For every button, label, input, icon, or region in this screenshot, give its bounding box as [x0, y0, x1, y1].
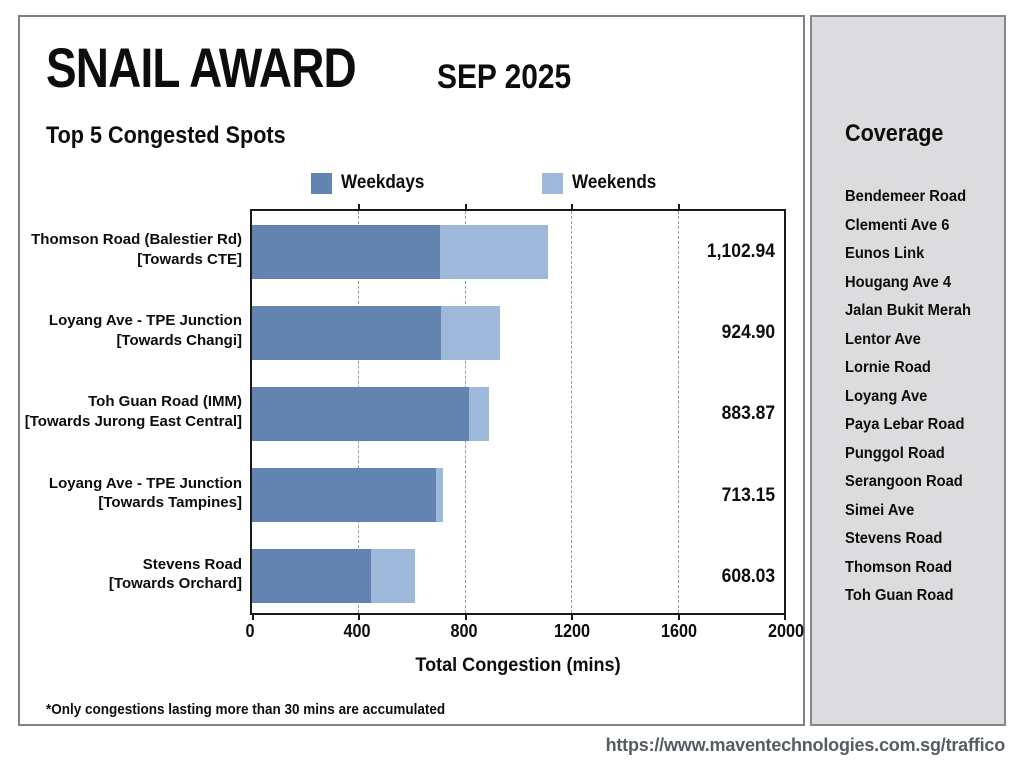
weekdays-bar-segment	[252, 468, 436, 523]
coverage-item: Clementi Ave 6	[845, 216, 950, 234]
bar-row: 924.90	[252, 292, 784, 373]
tick-mark	[677, 615, 680, 620]
coverage-item: Thomson Road	[845, 558, 953, 576]
stacked-bar	[252, 224, 548, 279]
tick-mark	[784, 615, 786, 620]
coverage-item: Simei Ave	[845, 501, 915, 519]
stacked-bar	[252, 549, 415, 604]
stacked-bar	[252, 386, 489, 441]
legend-item: Weekends	[542, 172, 666, 194]
bar-row: 883.87	[252, 373, 784, 454]
stacked-bar	[252, 468, 444, 523]
y-axis-label: Stevens Road [Towards Orchard]	[12, 534, 242, 615]
tick-label: 0	[245, 621, 255, 641]
coverage-item: Hougang Ave 4	[845, 273, 952, 291]
weekends-swatch	[542, 172, 563, 194]
y-axis-label-line: [Towards Orchard]	[108, 575, 242, 593]
tick-mark	[358, 204, 361, 209]
weekdays-swatch	[311, 172, 332, 194]
weekends-bar-segment	[370, 549, 415, 604]
coverage-item: Stevens Road	[845, 530, 943, 547]
weekdays-bar-segment	[252, 386, 469, 441]
x-axis-ticks: 0 400 800 1200 1600 2000	[245, 621, 804, 643]
legend-label: Weekdays	[341, 172, 425, 193]
legend-label: Weekends	[572, 172, 657, 193]
weekdays-bar-segment	[252, 549, 371, 604]
weekends-bar-segment	[468, 386, 489, 441]
y-axis-label-line: Toh Guan Road (IMM)	[88, 393, 242, 411]
chart-card: SNAIL AWARD SEP 2025 Top 5 Congested Spo…	[18, 15, 805, 726]
bar-value-label: 883.87	[721, 403, 775, 425]
y-axis-label: Loyang Ave - TPE Junction [Towards Changi…	[12, 290, 242, 371]
source-url: https://www.maventechnologies.com.sg/tra…	[605, 735, 1006, 755]
y-axis-label-line: Stevens Road	[142, 555, 242, 573]
tick-label: 1600	[660, 621, 697, 641]
bar-value-label: 713.15	[721, 484, 775, 506]
y-axis-label-line: Loyang Ave - TPE Junction	[48, 474, 242, 492]
tick-mark	[358, 615, 361, 620]
coverage-list: Bendemeer Road Clementi Ave 6 Eunos Link Ho…	[845, 183, 998, 611]
bar-value-label: 608.03	[721, 565, 775, 587]
gridline	[677, 211, 679, 613]
coverage-item: Paya Lebar Road	[845, 416, 965, 433]
tick-label: 800	[450, 621, 478, 641]
coverage-item: Toh Guan Road	[845, 587, 954, 604]
x-axis-title: Total Congestion (mins)	[415, 655, 621, 676]
tick-mark	[571, 615, 574, 620]
tick-mark	[677, 204, 680, 209]
weekends-bar-segment	[435, 468, 444, 523]
weekends-bar-segment	[441, 305, 500, 360]
weekdays-bar-segment	[252, 224, 441, 279]
y-axis-label-line: [Towards Tampines]	[98, 494, 242, 512]
coverage-item: Eunos Link	[845, 245, 925, 262]
y-axis-label: Thomson Road (Balestier Rd) [Towards CTE]	[12, 209, 242, 290]
y-axis-label-line: Loyang Ave - TPE Junction	[48, 312, 242, 330]
stacked-bar	[252, 305, 500, 360]
coverage-panel: Coverage Bendemeer Road Clementi Ave 6 Eun…	[810, 15, 1006, 726]
page-title: SNAIL AWARD	[46, 36, 357, 99]
tick-label: 400	[343, 621, 371, 641]
coverage-item: Loyang Ave	[845, 387, 928, 405]
report-period: SEP 2025	[437, 58, 572, 96]
footnote: *Only congestions lasting more than 30 m…	[46, 701, 446, 718]
weekends-bar-segment	[440, 224, 548, 279]
y-axis-label-line: [Towards Jurong East Central]	[24, 412, 242, 430]
y-axis-label-line: [Towards Changi]	[116, 331, 242, 349]
coverage-title: Coverage	[845, 120, 944, 147]
y-axis-label-line: [Towards CTE]	[137, 250, 242, 268]
y-axis-label: Loyang Ave - TPE Junction [Towards Tampin…	[12, 453, 242, 534]
coverage-item: Punggol Road	[845, 444, 945, 462]
y-axis-label: Toh Guan Road (IMM) [Towards Jurong East …	[12, 371, 242, 452]
coverage-item: Jalan Bukit Merah	[845, 302, 971, 319]
tick-mark	[464, 615, 467, 620]
coverage-item: Bendemeer Road	[845, 188, 967, 205]
legend: Weekdays Weekends	[20, 172, 803, 196]
coverage-item: Serangoon Road	[845, 473, 963, 490]
legend-item: Weekdays	[311, 172, 434, 194]
tick-mark	[252, 615, 254, 620]
tick-label: 1200	[553, 621, 590, 641]
coverage-item: Lentor Ave	[845, 330, 921, 348]
bar-value-label: 1,102.94	[706, 241, 775, 262]
weekdays-bar-segment	[252, 305, 442, 360]
tick-mark	[464, 204, 467, 209]
chart-subtitle: Top 5 Congested Spots	[46, 122, 286, 149]
tick-mark	[571, 204, 574, 209]
bar-row: 608.03	[252, 536, 784, 617]
tick-label: 2000	[767, 621, 805, 641]
bar-value-label: 924.90	[721, 322, 775, 344]
plot-area: 1,102.94 924.90 883.87 713.15 608.03	[250, 204, 786, 620]
y-axis-labels: Thomson Road (Balestier Rd) [Towards CTE]…	[25, 209, 242, 615]
bar-row: 1,102.94	[252, 211, 784, 292]
y-axis-label-line: Thomson Road (Balestier Rd)	[31, 231, 242, 249]
coverage-item: Lornie Road	[845, 359, 931, 376]
gridline	[571, 211, 573, 613]
bar-row: 713.15	[252, 455, 784, 536]
